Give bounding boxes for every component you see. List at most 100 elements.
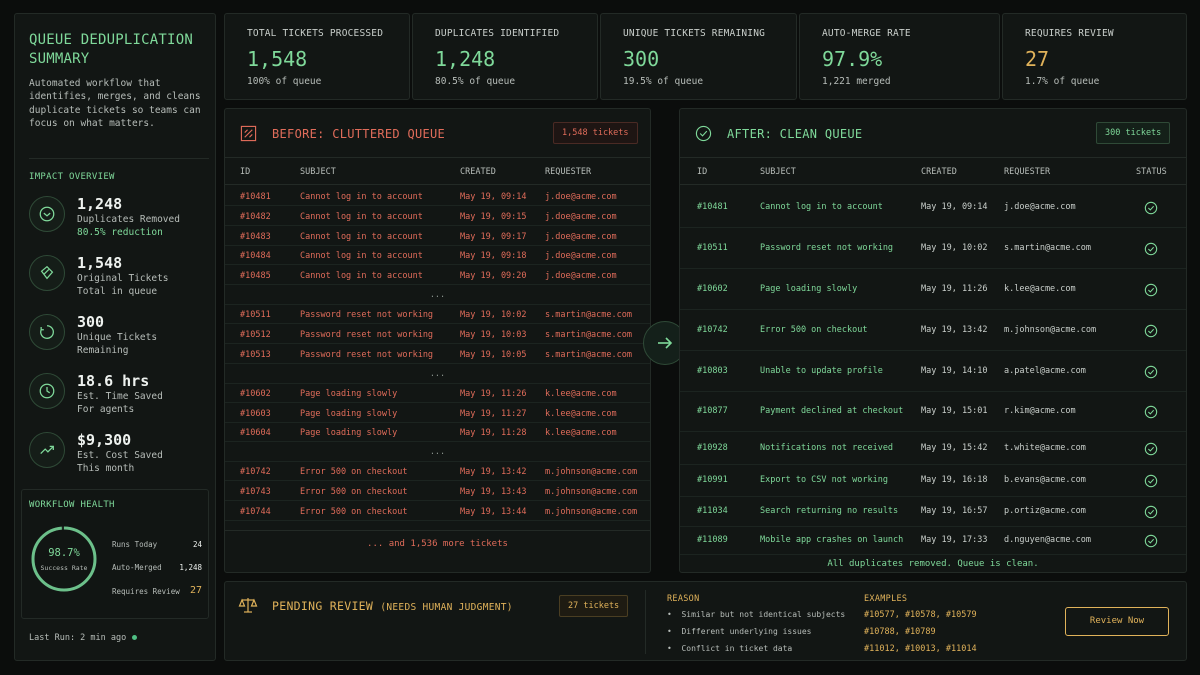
ticket-created: May 19, 13:44 bbox=[460, 507, 527, 517]
ticket-subject: Cannot log in to account bbox=[300, 231, 423, 242]
ticket-id: #10744 bbox=[240, 507, 271, 517]
sidebar-title-line1: QUEUE DEDUPLICATION bbox=[29, 32, 193, 48]
sidebar-title-line2: SUMMARY bbox=[29, 51, 90, 67]
last-run-text: Last Run: 2 min ago bbox=[29, 633, 127, 643]
table-row[interactable]: #10742 Error 500 on checkout May 19, 13:42… bbox=[680, 310, 1186, 351]
reason-item: • Conflict in ticket data bbox=[667, 644, 793, 653]
ticket-id: #10512 bbox=[240, 330, 271, 340]
ticket-subject: Page loading slowly bbox=[300, 408, 398, 419]
kpi-value: 27 bbox=[1025, 47, 1050, 71]
impact-value: 1,548 bbox=[77, 254, 123, 272]
ticket-subject: Search returning no results bbox=[760, 506, 899, 516]
ticket-created: May 19, 15:42 bbox=[921, 443, 988, 453]
table-row[interactable]: #10485 Cannot log in to account May 19, 09… bbox=[225, 266, 650, 286]
ticket-subject: Password reset not working bbox=[300, 310, 434, 321]
ticket-created: May 19, 09:18 bbox=[460, 251, 527, 262]
impact-sublabel: 80.5% reduction bbox=[77, 227, 163, 238]
tickets-icon bbox=[29, 255, 65, 291]
table-row[interactable]: #10481 Cannot log in to account May 19, 09… bbox=[225, 187, 650, 206]
ticket-created: May 19, 16:18 bbox=[921, 475, 988, 485]
health-row-value: 1,248 bbox=[179, 563, 202, 572]
table-row[interactable]: #10928 Notifications not received May 19, … bbox=[680, 432, 1186, 465]
example-ids[interactable]: #10577, #10578, #10579 bbox=[864, 610, 977, 620]
sidebar: QUEUE DEDUPLICATION SUMMARY Automated wo… bbox=[14, 13, 216, 661]
ticket-requester: j.doe@acme.com bbox=[545, 211, 617, 222]
kpi-label: UNIQUE TICKETS REMAINING bbox=[623, 28, 766, 39]
impact-label: Unique Tickets bbox=[77, 332, 158, 343]
kpi-unique-remaining: UNIQUE TICKETS REMAINING 300 19.5% of qu… bbox=[600, 13, 797, 100]
after-panel-title: AFTER: CLEAN QUEUE bbox=[727, 127, 863, 141]
column-header-status: STATUS bbox=[1136, 167, 1167, 177]
ticket-created: May 19, 10:02 bbox=[921, 243, 988, 253]
table-row[interactable]: #10484 Cannot log in to account May 19, 09… bbox=[225, 246, 650, 266]
example-ids[interactable]: #11012, #10013, #11014 bbox=[864, 644, 977, 654]
table-row[interactable]: #10482 Cannot log in to account May 19, 09… bbox=[225, 207, 650, 226]
impact-original-tickets: 1,548 Original Tickets Total in queue bbox=[29, 254, 214, 306]
ticket-created: May 19, 09:14 bbox=[921, 202, 988, 212]
ticket-requester: m.johnson@acme.com bbox=[545, 467, 638, 478]
impact-value: 1,248 bbox=[77, 195, 123, 213]
ticket-requester: b.evans@acme.com bbox=[1004, 475, 1086, 485]
ellipsis-row: ... bbox=[225, 286, 650, 305]
ticket-requester: m.johnson@acme.com bbox=[545, 487, 638, 498]
kpi-label: AUTO-MERGE RATE bbox=[822, 28, 911, 39]
ticket-id: #10511 bbox=[697, 243, 728, 253]
table-row[interactable]: #11034 Search returning no results May 19,… bbox=[680, 497, 1186, 527]
table-row[interactable]: #10511 Password reset not working May 19, … bbox=[680, 228, 1186, 269]
table-row[interactable]: #10513 Password reset not working May 19, … bbox=[225, 345, 650, 364]
table-row[interactable]: #11089 Mobile app crashes on launch May 19… bbox=[680, 527, 1186, 555]
health-row-value: 27 bbox=[189, 585, 202, 596]
table-row[interactable]: #10602 Page loading slowly May 19, 11:26 k.… bbox=[225, 384, 650, 403]
column-header-subject: SUBJECT bbox=[760, 167, 796, 177]
impact-value: $9,300 bbox=[77, 431, 132, 449]
check-circle-icon bbox=[29, 196, 65, 232]
ticket-subject: Page loading slowly bbox=[300, 428, 398, 439]
impact-time-saved: 18.6 hrs Est. Time Saved For agents bbox=[29, 372, 214, 424]
review-now-button[interactable]: Review Now bbox=[1065, 607, 1169, 636]
health-row-label: Runs Today bbox=[112, 540, 158, 549]
table-row[interactable]: #10512 Password reset not working May 19, … bbox=[225, 325, 650, 344]
before-ticket-count-badge: 1,548 tickets bbox=[553, 122, 638, 144]
ticket-id: #10928 bbox=[697, 443, 728, 453]
check-circle-icon bbox=[1144, 201, 1158, 215]
kpi-sub: 1.7% of queue bbox=[1025, 76, 1100, 87]
health-row-requires-review: Requires Review 27 bbox=[112, 585, 202, 596]
ticket-requester: j.doe@acme.com bbox=[545, 231, 617, 242]
divider bbox=[225, 530, 650, 531]
reason-item: • Different underlying issues bbox=[667, 627, 812, 636]
reason-heading: REASON bbox=[667, 594, 700, 604]
table-row[interactable]: #10803 Unable to update profile May 19, 14… bbox=[680, 351, 1186, 392]
ticket-requester: s.martin@acme.com bbox=[545, 310, 632, 321]
reason-text: Different underlying issues bbox=[681, 627, 812, 636]
example-ids[interactable]: #10788, #10789 bbox=[864, 627, 936, 637]
table-row[interactable]: #10743 Error 500 on checkout May 19, 13:43… bbox=[225, 482, 650, 502]
ticket-created: May 19, 11:26 bbox=[921, 284, 988, 294]
ellipsis-row: ... bbox=[225, 365, 650, 384]
check-circle-icon bbox=[1144, 505, 1158, 519]
clock-icon bbox=[29, 373, 65, 409]
impact-sublabel: This month bbox=[77, 463, 135, 474]
impact-sublabel: For agents bbox=[77, 404, 135, 415]
ticket-id: #11089 bbox=[697, 535, 728, 545]
ticket-id: #10481 bbox=[697, 202, 728, 212]
ticket-id: #10877 bbox=[697, 406, 728, 416]
after-ticket-count-badge: 300 tickets bbox=[1096, 122, 1171, 144]
table-row[interactable]: #10744 Error 500 on checkout May 19, 13:44… bbox=[225, 502, 650, 521]
ticket-requester: m.johnson@acme.com bbox=[545, 507, 638, 517]
table-row[interactable]: #10602 Page loading slowly May 19, 11:26 k.… bbox=[680, 269, 1186, 310]
ticket-id: #10485 bbox=[240, 271, 271, 282]
table-row[interactable]: #10603 Page loading slowly May 19, 11:27 k.… bbox=[225, 404, 650, 423]
table-row[interactable]: #10604 Page loading slowly May 19, 11:28 k.… bbox=[225, 423, 650, 443]
table-row[interactable]: #10877 Payment declined at checkout May 19… bbox=[680, 392, 1186, 432]
table-row[interactable]: #10481 Cannot log in to account May 19, 09… bbox=[680, 187, 1186, 228]
pending-ticket-count-badge: 27 tickets bbox=[559, 595, 629, 617]
kpi-requires-review: REQUIRES REVIEW 27 1.7% of queue bbox=[1002, 13, 1187, 100]
table-row[interactable]: #10511 Password reset not working May 19, … bbox=[225, 305, 650, 325]
ticket-subject: Page loading slowly bbox=[300, 388, 398, 399]
table-row[interactable]: #10742 Error 500 on checkout May 19, 13:42… bbox=[225, 462, 650, 482]
table-row[interactable]: #10991 Export to CSV not working May 19, 1… bbox=[680, 465, 1186, 497]
ticket-requester: k.lee@acme.com bbox=[545, 408, 617, 419]
ticket-created: May 19, 17:33 bbox=[921, 535, 988, 545]
table-row[interactable]: #10483 Cannot log in to account May 19, 09… bbox=[225, 227, 650, 246]
ticket-id: #10991 bbox=[697, 475, 728, 485]
